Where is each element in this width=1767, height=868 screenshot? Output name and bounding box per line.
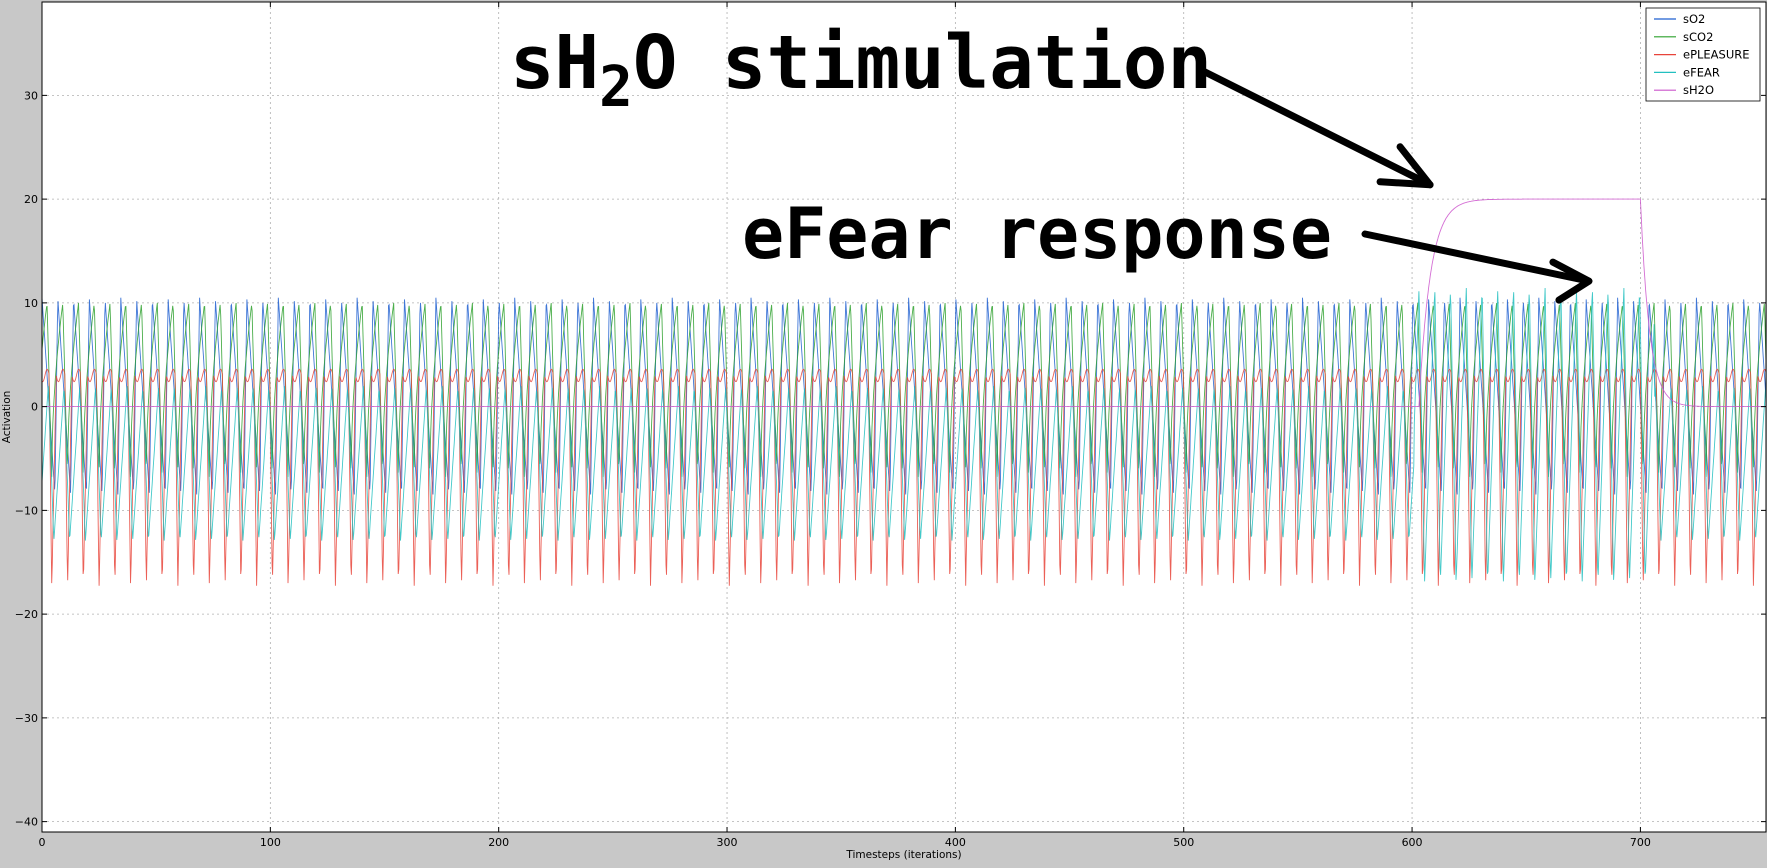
series-sh2o [42,198,1766,408]
y-tick-label-20: 20 [24,193,38,206]
legend-label-sh2o: sH2O [1683,83,1714,97]
x-tick-label-200: 200 [488,836,509,849]
annotation-sh2o-part1: sH [510,20,599,106]
annotation-sh2o-part2: O stimulation [633,20,1212,106]
legend: sO2 sCO2 ePLEASURE eFEAR sH2O [1645,7,1761,102]
annotation-arrow-head-2 [1549,258,1593,304]
x-tick-label-0: 0 [39,836,46,849]
y-axis-label: Activation [1,391,13,444]
legend-label-so2: sO2 [1683,12,1705,26]
y-tick-label--10: −10 [15,504,38,517]
y-tick-label--40: −40 [15,816,38,829]
series-so2 [41,297,1767,495]
x-axis-label: Timesteps (iterations) [845,849,961,861]
series-efear [41,287,1767,582]
legend-label-efear: eFEAR [1683,65,1720,79]
annotation-sh2o-subscript: 2 [599,55,633,120]
annotation-efear-response: eFear response [742,193,1332,275]
annotation-arrow-head-1 [1376,143,1434,189]
ticks: 0 100 200 300 400 500 600 700 −40 −30 −20 −10 0 10 20 3… [15,2,1766,849]
y-tick-label--30: −30 [15,712,38,725]
x-tick-label-700: 700 [1630,836,1651,849]
x-tick-label-400: 400 [945,836,966,849]
series-layer [41,198,1767,586]
legend-label-epleasure: ePLEASURE [1683,48,1750,62]
x-tick-label-300: 300 [717,836,738,849]
annotations: sH2O stimulation eFear response [510,20,1593,304]
series-sco2 [41,302,1767,477]
y-tick-label-30: 30 [24,89,38,102]
annotation-arrow-shaft-2 [1361,230,1593,285]
y-tick-label--20: −20 [15,608,38,621]
x-tick-label-500: 500 [1173,836,1194,849]
x-tick-label-100: 100 [260,836,281,849]
grid [42,2,1766,832]
annotation-arrow-shaft-1 [1199,67,1434,189]
x-tick-label-600: 600 [1402,836,1423,849]
plot-frame [41,1,1767,833]
legend-label-sco2: sCO2 [1683,30,1713,44]
y-tick-label-0: 0 [31,401,38,414]
y-tick-label-10: 10 [24,297,38,310]
annotation-sh2o-stimulation: sH2O stimulation [510,20,1212,120]
